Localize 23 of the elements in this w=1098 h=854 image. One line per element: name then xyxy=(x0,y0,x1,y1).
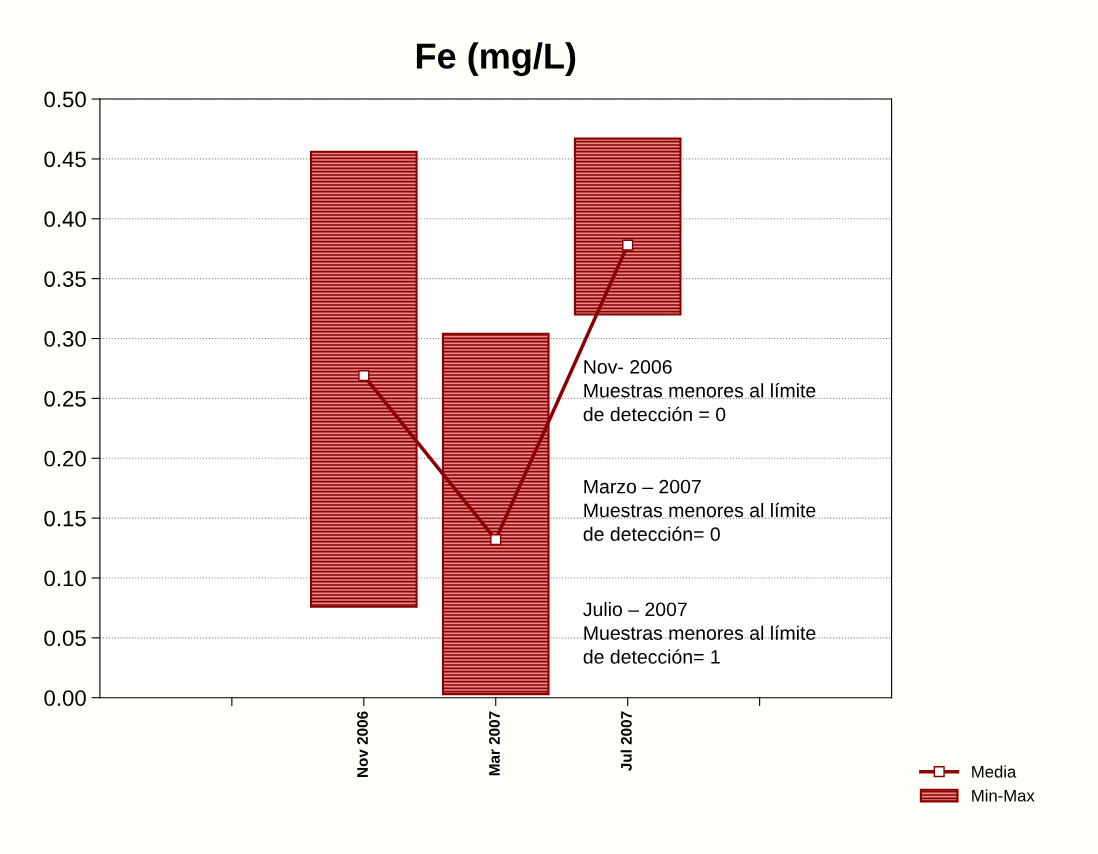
y-tick-label: 0.15 xyxy=(44,510,86,527)
y-tick-label: 0.10 xyxy=(44,570,86,587)
y-tick-label: 0.20 xyxy=(44,450,86,467)
annotation: Marzo – 2007 Muestras menores al límite de detección= 0 xyxy=(583,479,816,542)
point xyxy=(622,239,634,251)
y-tick-label: 0.05 xyxy=(44,630,86,647)
y-tick-label: 0.45 xyxy=(44,151,86,168)
y-tick-label: 0.50 xyxy=(44,91,86,108)
annotation: Julio – 2007 Muestras menores al límite de detección= 1 xyxy=(583,601,816,664)
y-tick-label: 0.30 xyxy=(44,331,86,347)
legend-label: Min-Max xyxy=(972,789,1035,802)
x-tick-label: Mar 2007 xyxy=(489,711,500,776)
y-tick-label: 0.00 xyxy=(44,690,86,706)
point xyxy=(358,370,370,382)
point xyxy=(490,534,502,546)
y-tick-label: 0.25 xyxy=(44,390,86,407)
y-tick-label: 0.35 xyxy=(44,271,86,287)
annotation: Nov- 2006 Muestras menores al límite de detección = 0 xyxy=(583,359,816,422)
x-tick-label: Jul 2007 xyxy=(620,711,632,771)
y-tick-label: 0.40 xyxy=(44,211,86,228)
x-tick-label: Nov 2006 xyxy=(357,711,368,777)
legend-label: Media xyxy=(972,765,1017,778)
chart-title: Fe (mg/L) xyxy=(416,42,576,77)
